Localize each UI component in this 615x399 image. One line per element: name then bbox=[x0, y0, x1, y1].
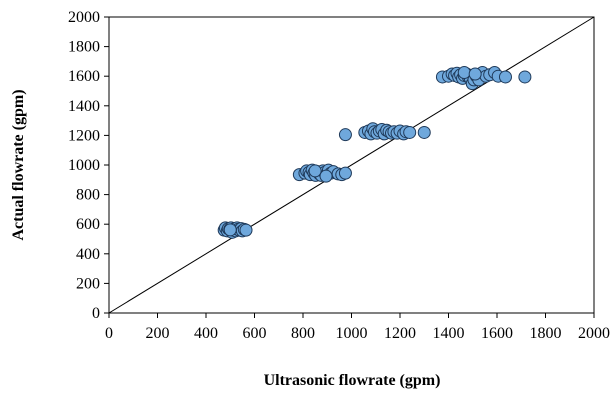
x-tick-label: 600 bbox=[243, 325, 267, 342]
x-tick-label: 800 bbox=[291, 325, 315, 342]
y-tick-label: 2000 bbox=[68, 9, 100, 26]
y-tick-label: 800 bbox=[76, 187, 100, 204]
y-tick-label: 1800 bbox=[68, 39, 100, 56]
data-point bbox=[403, 125, 417, 139]
data-point bbox=[308, 164, 322, 178]
data-point bbox=[338, 128, 352, 142]
y-tick-label: 1200 bbox=[68, 127, 100, 144]
data-point bbox=[518, 70, 532, 84]
plot-area bbox=[108, 16, 595, 314]
y-axis-title: Actual flowrate (gpm) bbox=[10, 89, 27, 240]
y-axis-ticks: 0 200 400 600 800 1000 1200 1400 1600 1800 2000 bbox=[68, 9, 109, 322]
identity-reference-line bbox=[108, 16, 595, 314]
x-tick-label: 400 bbox=[194, 325, 218, 342]
data-point bbox=[468, 67, 482, 81]
x-tick-label: 2000 bbox=[578, 325, 610, 342]
data-point bbox=[239, 223, 253, 237]
y-tick-label: 200 bbox=[76, 275, 100, 292]
data-point bbox=[498, 70, 512, 84]
data-points bbox=[217, 66, 532, 239]
x-tick-label: 0 bbox=[105, 325, 113, 342]
y-tick-label: 600 bbox=[76, 216, 100, 233]
y-tick-label: 1000 bbox=[68, 157, 100, 174]
data-point bbox=[319, 169, 333, 183]
x-tick-label: 1600 bbox=[481, 325, 513, 342]
data-point bbox=[417, 125, 431, 139]
y-tick-label: 1600 bbox=[68, 68, 100, 85]
data-point bbox=[223, 223, 237, 237]
x-tick-label: 1000 bbox=[336, 325, 368, 342]
x-tick-label: 200 bbox=[146, 325, 170, 342]
x-axis-title: Ultrasonic flowrate (gpm) bbox=[264, 372, 441, 389]
y-tick-label: 400 bbox=[76, 246, 100, 263]
x-tick-label: 1800 bbox=[530, 325, 562, 342]
x-axis-ticks: 0 200 400 600 800 1000 1200 1400 1600 1800 2000 bbox=[105, 313, 610, 342]
y-tick-label: 0 bbox=[92, 305, 100, 322]
y-tick-label: 1400 bbox=[68, 98, 100, 115]
data-point bbox=[338, 166, 352, 180]
x-tick-label: 1200 bbox=[384, 325, 416, 342]
data-point bbox=[457, 66, 471, 79]
x-tick-label: 1400 bbox=[433, 325, 465, 342]
